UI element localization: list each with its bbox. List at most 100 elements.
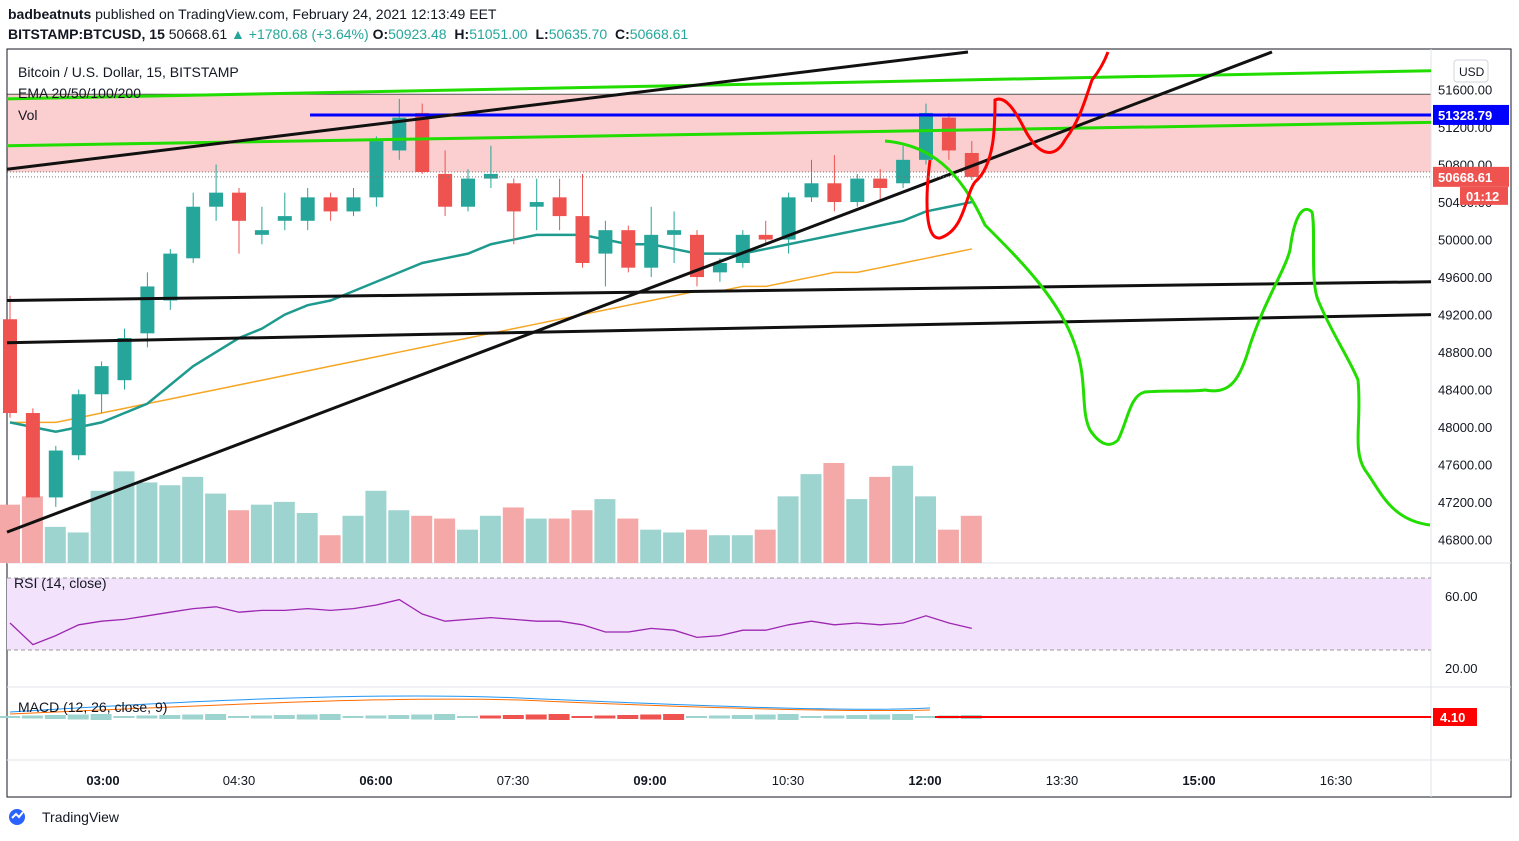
macd-hist [777,714,799,720]
volume-bar [960,515,982,563]
macd-hist [136,715,158,719]
time-tick: 03:00 [86,773,119,788]
macd-hist [892,714,914,720]
tradingview-logo[interactable]: TradingView [8,808,119,826]
support-line [6,280,1432,302]
last-price: 50668.61 [168,26,228,42]
macd-hist [113,716,135,718]
candle-body [3,319,17,414]
time-tick: 07:30 [497,773,530,788]
author-name[interactable]: badbeatnuts [8,6,92,22]
macd-value: 4.10 [1440,710,1465,725]
candle-body [209,192,224,207]
drawings[interactable] [6,50,1432,534]
volume-bar [365,490,387,563]
candle-body [575,216,590,263]
volume-bar [388,510,410,563]
volume-bar [640,529,662,563]
currency-box [1453,59,1489,83]
volume-bar [205,493,227,563]
countdown-tag [1460,186,1508,205]
candle-body [896,159,911,184]
symbol-name: BITSTAMP:BTCUSD, 15 [8,26,165,42]
volume-bar [457,529,478,563]
candle-body [140,286,155,334]
candle-body [232,192,246,221]
candle-body [873,178,888,188]
macd-hist [502,715,524,719]
macd-hist [90,714,112,720]
macd-hist [869,714,891,720]
price-tick: 51600.00 [1438,83,1492,98]
candle-body [506,183,521,212]
macd-hist [44,715,66,719]
macd-hist [205,714,227,720]
volume-bar [136,482,158,563]
level-price-label: 51328.79 [1438,108,1492,123]
candle-body [598,230,613,254]
candle-body [323,197,338,212]
candle-body [369,141,384,198]
macd-hist [571,716,593,718]
volume-bar [113,471,135,563]
candle-body [804,183,819,198]
symbol-info: BITSTAMP:BTCUSD, 15 50668.61 ▲ +1780.68 … [8,26,692,42]
candle-body [690,234,704,278]
macd-hist [548,714,570,720]
macd-hist [708,715,730,719]
volume-bar [800,474,822,563]
volume-bar [525,518,547,563]
signal-line [9,698,931,715]
volume-bar [571,510,593,563]
macd-line [9,695,931,713]
candle-body [300,197,315,221]
macd-hist [182,714,204,720]
macd-hist [342,716,364,718]
macd-hist [846,715,868,719]
low-label: L: [535,26,549,42]
candle-body [735,234,750,263]
ema-legend[interactable]: EMA 20/50/100/200 [18,85,141,101]
volume-bar [273,501,295,563]
time-tick: 13:30 [1046,773,1079,788]
currency-label: USD [1459,65,1485,79]
candle-body [850,178,865,203]
volume-bar [548,518,570,563]
candle-body [712,262,727,273]
volume-bar [44,526,66,563]
rsi-legend[interactable]: RSI (14, close) [14,575,107,591]
time-tick: 16:30 [1320,773,1353,788]
candle-body [346,197,361,212]
price-tick: 48000.00 [1438,420,1492,435]
candle-body [621,230,636,268]
candle-body [94,366,109,395]
macd-hist [0,716,20,718]
time-tick: 06:00 [359,773,392,788]
candle-body [529,202,544,207]
macd-hist [273,715,295,719]
high-label: H: [454,26,470,42]
tradingview-icon [9,809,25,825]
macd-legend[interactable]: MACD (12, 26, close, 9) [18,699,168,715]
chart-title: Bitcoin / U.S. Dollar, 15, BITSTAMP [18,64,239,80]
macd-hist [159,715,181,719]
high-value: 51051.00 [469,26,528,42]
price-tick: 49200.00 [1438,308,1492,323]
candle-body [392,117,407,151]
candle-body [254,230,269,235]
last-price-tag [1433,166,1509,187]
vol-legend[interactable]: Vol [18,107,38,123]
green-channel-line [6,120,1432,148]
candle-body [667,230,682,235]
ema20-line [9,200,973,434]
candles[interactable] [3,98,979,507]
volume-bar [434,518,456,563]
macd-hist [67,714,89,720]
open-label: O: [372,26,389,42]
macd-pane: 4.10 [0,695,1477,726]
macd-hist [250,715,272,719]
candle-body [919,112,933,160]
volume-bar [754,529,776,563]
candle-body [163,253,178,301]
